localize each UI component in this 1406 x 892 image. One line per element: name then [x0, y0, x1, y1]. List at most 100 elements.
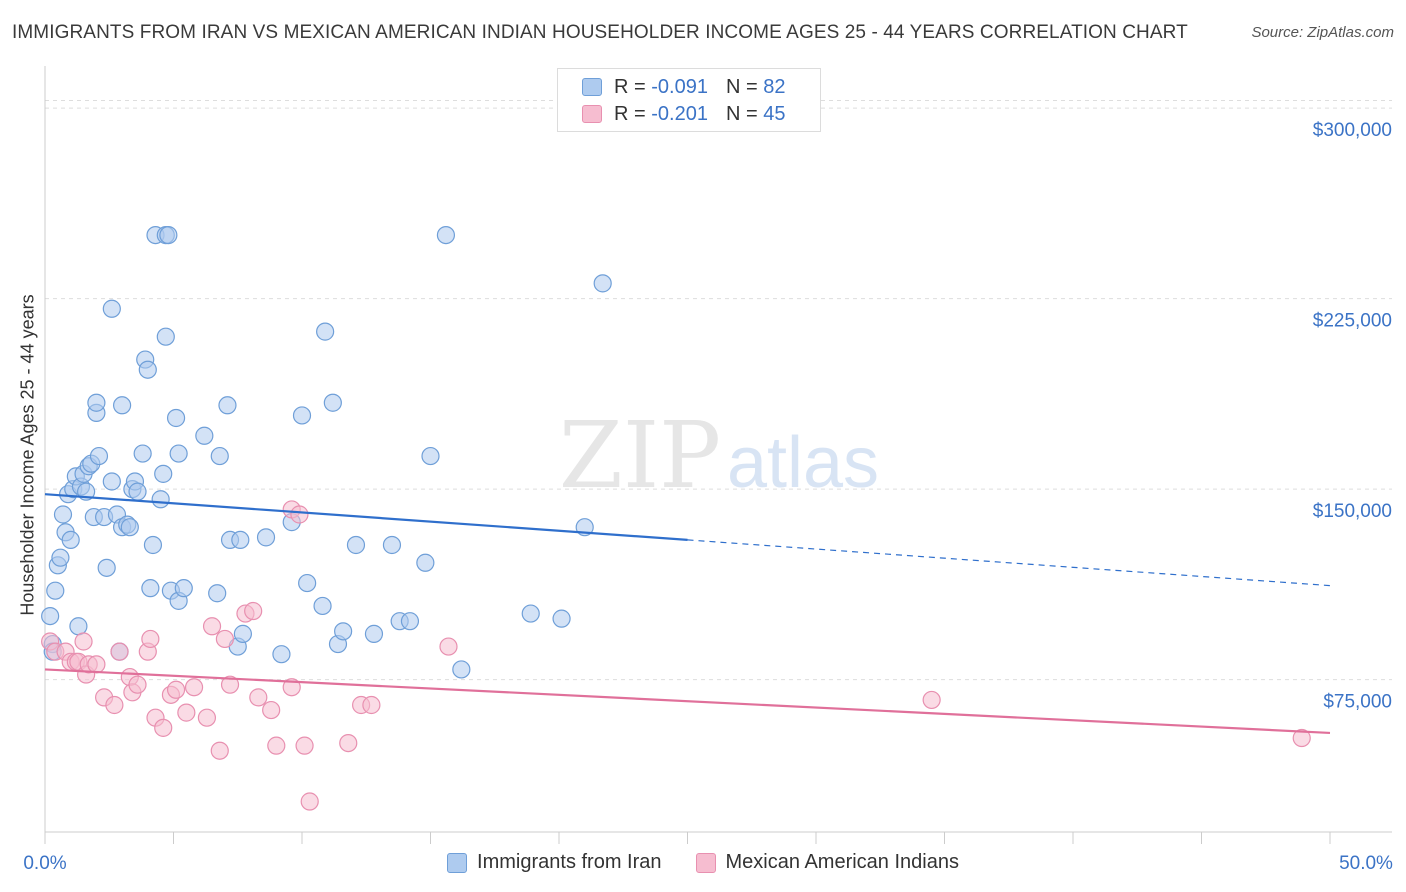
legend-n-key: N = [725, 75, 758, 98]
point-iran [195, 426, 214, 445]
point-mexican-american-indian [282, 678, 301, 697]
point-mexican-american-indian [295, 736, 314, 755]
stats-legend: R = -0.091 N = 82 R = -0.201 N = 45 [557, 68, 821, 132]
point-iran [174, 579, 193, 598]
point-iran [69, 617, 88, 636]
point-iran [46, 581, 65, 600]
point-mexican-american-indian [922, 690, 941, 710]
point-iran [272, 645, 291, 664]
legend-n-value: 82 [763, 75, 786, 98]
y-tick-label: $300,000 [1313, 120, 1392, 141]
tick-labels: $75,000 $150,000 $225,000 $300,000 0.0% 50.0% [23, 120, 1393, 874]
point-iran [120, 518, 139, 537]
point-mexican-american-indian [439, 637, 458, 656]
point-iran [143, 535, 163, 555]
point-iran [233, 624, 252, 643]
point-mexican-american-indian [339, 733, 358, 753]
point-mexican-american-indian [154, 718, 173, 737]
point-iran [416, 553, 435, 572]
point-iran [154, 464, 173, 483]
point-mexican-american-indian [177, 703, 196, 722]
point-mexican-american-indian [141, 629, 160, 649]
point-mexican-american-indian [87, 655, 106, 674]
point-iran [89, 446, 109, 466]
point-iran [208, 584, 227, 603]
watermark-atlas: atlas [727, 423, 879, 503]
point-mexican-american-indian [166, 680, 186, 699]
point-mexican-american-indian [128, 675, 147, 694]
point-mexican-american-indian [105, 695, 124, 715]
legend-r-value: -0.091 [651, 75, 708, 98]
legend-item-mexican[interactable]: Mexican American Indians [695, 851, 959, 874]
point-iran [364, 624, 384, 643]
source-label: Source: ZipAtlas.com [1251, 24, 1394, 41]
legend-label-mexican: Mexican American Indians [725, 851, 959, 873]
point-iran [41, 606, 60, 626]
data-points [41, 226, 1311, 811]
point-iran [61, 530, 80, 550]
point-iran [87, 393, 106, 412]
legend-r-key: R = [614, 75, 646, 98]
point-iran [53, 505, 73, 524]
series-legend: Immigrants from Iran Mexican American In… [0, 851, 1406, 874]
point-iran [346, 535, 366, 555]
point-mexican-american-indian [210, 741, 229, 760]
point-mexican-american-indian [262, 700, 281, 720]
trend-lines [44, 493, 1331, 735]
point-iran [156, 327, 175, 346]
point-iran [102, 472, 121, 491]
y-tick-label: $225,000 [1313, 311, 1392, 332]
point-iran [166, 408, 186, 428]
point-iran [133, 444, 152, 463]
legend-n-key: N = [725, 102, 758, 125]
watermark: ZIP atlas [559, 402, 879, 509]
point-iran [231, 530, 250, 550]
point-iran [51, 548, 70, 567]
legend-n-value: 45 [763, 102, 786, 125]
legend-r-key: R = [614, 102, 646, 125]
point-iran [218, 396, 237, 415]
point-mexican-american-indian [244, 601, 263, 621]
legend-row-iran: R = -0.091 N = 82 [582, 74, 785, 100]
point-iran [102, 299, 121, 318]
point-iran [593, 274, 612, 293]
trend-line-iran-extrapolated [687, 539, 1331, 587]
point-mexican-american-indian [290, 505, 309, 524]
point-iran [421, 446, 440, 466]
point-mexican-american-indian [1292, 728, 1311, 748]
point-iran [334, 622, 353, 641]
point-mexican-american-indian [300, 792, 319, 811]
point-iran [323, 393, 342, 412]
axes [44, 66, 1392, 844]
point-iran [138, 360, 157, 379]
legend-item-iran[interactable]: Immigrants from Iran [447, 851, 662, 874]
point-iran [169, 444, 188, 463]
point-iran [552, 609, 571, 628]
point-mexican-american-indian [110, 642, 129, 661]
point-iran [141, 579, 160, 598]
point-iran [256, 528, 276, 547]
legend-swatch-iran [582, 78, 602, 96]
point-iran [521, 604, 540, 623]
point-iran [436, 226, 456, 245]
point-iran [400, 612, 420, 631]
point-iran [97, 558, 116, 577]
point-iran [210, 446, 229, 466]
grid-lines [45, 99, 1392, 681]
y-axis-label: Householder Income Ages 25 - 44 years [17, 294, 38, 616]
legend-swatch-mexican [582, 105, 602, 123]
point-iran [128, 482, 147, 501]
point-iran [298, 573, 317, 593]
point-mexican-american-indian [267, 736, 286, 755]
chart-title: IMMIGRANTS FROM IRAN VS MEXICAN AMERICAN… [12, 22, 1188, 43]
point-iran [151, 490, 170, 509]
legend-label-iran: Immigrants from Iran [477, 851, 662, 873]
legend-swatch-mexican [695, 852, 716, 873]
point-mexican-american-indian [202, 617, 222, 636]
legend-row-mexican: R = -0.201 N = 45 [582, 101, 785, 127]
point-iran [382, 535, 402, 555]
legend-r-value: -0.201 [651, 102, 708, 125]
point-iran [316, 322, 335, 341]
point-mexican-american-indian [220, 675, 240, 694]
